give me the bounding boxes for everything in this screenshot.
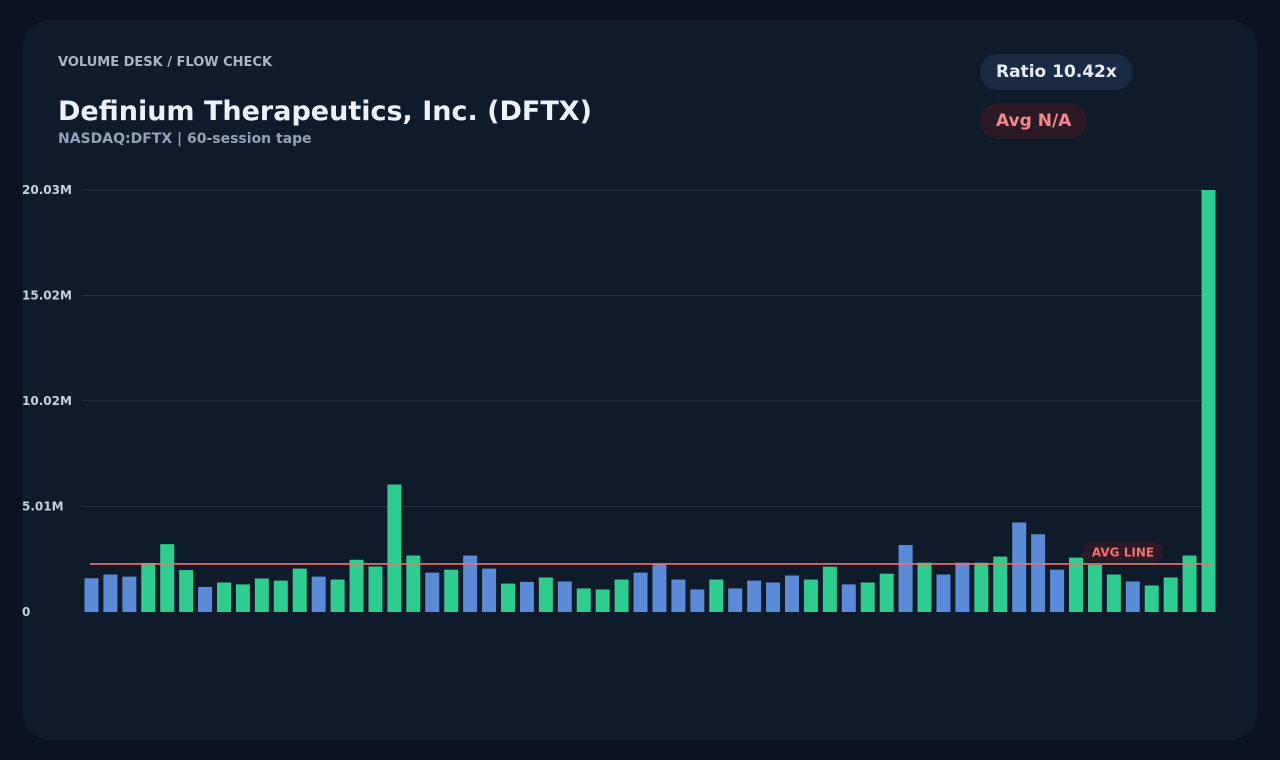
volume-bar	[84, 578, 99, 612]
volume-bar	[330, 579, 345, 612]
y-tick-label: 5.01M	[22, 499, 64, 513]
volume-bar	[1182, 555, 1197, 612]
volume-bar	[766, 582, 781, 612]
volume-bar	[614, 579, 629, 612]
volume-bar	[444, 569, 459, 612]
volume-bar	[879, 573, 894, 612]
volume-bar	[1069, 557, 1083, 612]
avg-line-label: AVG LINE	[1092, 545, 1154, 559]
volume-bar	[122, 576, 137, 612]
volume-bar	[974, 562, 989, 612]
volume-bar	[141, 562, 156, 612]
volume-bar	[463, 555, 478, 612]
volume-bar	[387, 484, 402, 612]
ratio-badge: Ratio 10.42x	[980, 54, 1133, 90]
volume-bar	[311, 576, 326, 612]
volume-bar	[273, 580, 288, 612]
avg-line-tag	[1082, 541, 1164, 562]
volume-bar	[1125, 581, 1140, 612]
volume-bar	[1050, 569, 1065, 612]
volume-bar	[728, 588, 743, 612]
y-tick-label: 0	[22, 605, 30, 619]
volume-bar	[235, 584, 250, 612]
volume-bar	[1031, 534, 1046, 612]
page-subtitle: NASDAQ:DFTX | 60-session tape	[58, 131, 312, 147]
volume-bar	[1144, 585, 1159, 612]
y-tick-label: 15.02M	[22, 289, 72, 303]
volume-bar	[822, 566, 837, 612]
volume-bar	[519, 581, 534, 612]
volume-bar	[179, 570, 194, 612]
volume-bar	[103, 574, 118, 612]
volume-bar	[1106, 574, 1121, 612]
volume-bar	[633, 572, 648, 612]
volume-bar	[747, 580, 762, 612]
volume-bar	[198, 586, 213, 612]
volume-bar	[1087, 564, 1102, 612]
volume-bar	[690, 589, 705, 612]
volume-bar	[538, 577, 553, 612]
volume-bar	[292, 568, 307, 612]
volume-bar	[841, 584, 856, 612]
avg-badge: Avg N/A	[980, 103, 1088, 139]
volume-bar	[936, 574, 951, 612]
volume-bar	[595, 589, 610, 612]
volume-bar	[993, 556, 1008, 612]
volume-bar	[1163, 577, 1178, 612]
volume-bar	[482, 568, 497, 612]
volume-bar	[349, 559, 364, 612]
volume-bar	[576, 588, 591, 612]
y-tick-label: 10.02M	[22, 394, 72, 408]
volume-bar	[425, 572, 440, 612]
chart-card	[22, 20, 1258, 740]
breadcrumb: VOLUME DESK / FLOW CHECK	[58, 55, 273, 70]
y-tick-label: 20.03M	[22, 183, 72, 197]
volume-bar	[803, 579, 818, 612]
volume-bar	[217, 582, 231, 612]
volume-bar	[368, 566, 383, 612]
volume-bar	[671, 579, 686, 612]
volume-bar	[501, 583, 515, 612]
volume-bar	[955, 562, 970, 612]
page-title: Definium Therapeutics, Inc. (DFTX)	[58, 96, 592, 127]
volume-bar	[557, 581, 572, 612]
volume-bar	[1012, 522, 1027, 612]
volume-bar	[898, 545, 913, 612]
volume-bar	[860, 582, 875, 612]
volume-bar	[160, 544, 175, 612]
volume-bar	[917, 562, 932, 612]
volume-bar	[785, 575, 799, 612]
volume-bar	[1201, 190, 1216, 612]
volume-bar	[709, 579, 724, 612]
volume-bar	[254, 578, 269, 612]
volume-bar	[652, 563, 667, 612]
volume-bar	[406, 555, 421, 612]
